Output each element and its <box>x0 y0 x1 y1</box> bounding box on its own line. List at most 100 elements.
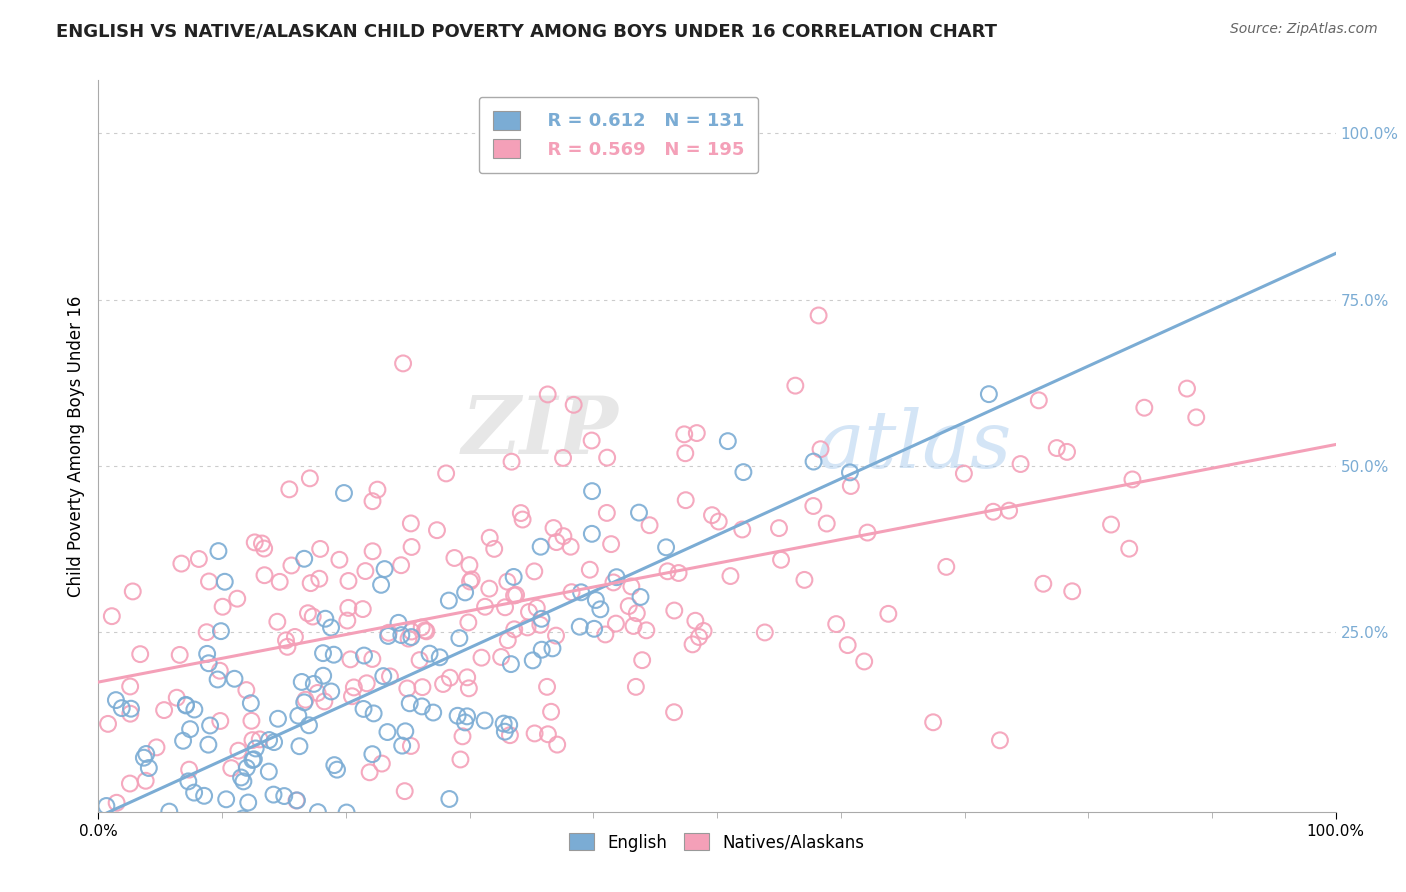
Point <box>1185 410 1208 425</box>
Point <box>415 624 437 639</box>
Point <box>120 702 142 716</box>
Point <box>263 788 285 802</box>
Point <box>243 535 266 549</box>
Point <box>208 664 231 678</box>
Point <box>617 599 640 613</box>
Point <box>309 541 332 556</box>
Point <box>193 840 215 855</box>
Point <box>299 576 322 591</box>
Point <box>509 506 531 520</box>
Point <box>377 725 399 739</box>
Point <box>1133 401 1156 415</box>
Point <box>353 648 375 663</box>
Point <box>257 733 280 747</box>
Point <box>176 858 198 872</box>
Point <box>561 585 583 599</box>
Point <box>785 378 807 392</box>
Point <box>503 623 526 637</box>
Point <box>553 529 575 543</box>
Point <box>323 758 346 772</box>
Point <box>353 702 375 716</box>
Point <box>600 537 623 551</box>
Point <box>183 702 205 716</box>
Point <box>456 709 478 723</box>
Point <box>269 574 291 589</box>
Point <box>474 714 496 728</box>
Point <box>394 724 416 739</box>
Point <box>267 712 290 726</box>
Point <box>1118 541 1140 556</box>
Point <box>596 506 619 520</box>
Point <box>373 669 395 683</box>
Point <box>96 799 118 814</box>
Point <box>195 647 218 661</box>
Point <box>90 858 112 872</box>
Point <box>523 726 546 740</box>
Point <box>839 466 862 480</box>
Point <box>174 698 197 712</box>
Point <box>356 676 378 690</box>
Point <box>312 646 335 660</box>
Point <box>335 805 357 820</box>
Point <box>132 750 155 764</box>
Point <box>536 680 558 694</box>
Point <box>636 624 658 638</box>
Point <box>853 655 876 669</box>
Point <box>120 680 142 694</box>
Point <box>172 733 194 747</box>
Point <box>239 696 262 710</box>
Point <box>245 741 267 756</box>
Point <box>273 789 295 803</box>
Point <box>394 784 416 798</box>
Point <box>530 612 553 626</box>
Point <box>631 653 654 667</box>
Point <box>370 578 392 592</box>
Point <box>209 714 232 728</box>
Point <box>1121 472 1143 486</box>
Point <box>337 600 360 615</box>
Point <box>326 763 349 777</box>
Point <box>620 579 643 593</box>
Point <box>399 516 422 531</box>
Point <box>596 450 619 465</box>
Point <box>569 585 592 599</box>
Point <box>449 631 471 645</box>
Point <box>401 630 423 644</box>
Point <box>807 309 830 323</box>
Point <box>361 544 384 558</box>
Point <box>810 442 832 457</box>
Point <box>314 694 336 708</box>
Point <box>434 467 457 481</box>
Point <box>541 641 564 656</box>
Point <box>166 690 188 705</box>
Point <box>226 591 249 606</box>
Point <box>499 657 522 672</box>
Point <box>401 540 423 554</box>
Point <box>276 640 298 654</box>
Point <box>165 836 187 850</box>
Point <box>543 521 565 535</box>
Point <box>111 858 134 872</box>
Point <box>825 617 848 632</box>
Point <box>236 761 259 775</box>
Point <box>623 619 645 633</box>
Point <box>581 526 603 541</box>
Point <box>401 624 423 639</box>
Point <box>266 858 288 872</box>
Point <box>333 486 356 500</box>
Point <box>253 568 276 582</box>
Point <box>733 465 755 479</box>
Point <box>731 523 754 537</box>
Point <box>657 564 679 578</box>
Point <box>668 566 690 580</box>
Point <box>478 531 501 545</box>
Point <box>398 696 420 710</box>
Point <box>149 831 172 846</box>
Point <box>101 609 124 624</box>
Point <box>627 506 650 520</box>
Point <box>498 718 520 732</box>
Point <box>496 574 519 589</box>
Point <box>240 714 263 728</box>
Point <box>280 558 302 573</box>
Point <box>458 558 481 573</box>
